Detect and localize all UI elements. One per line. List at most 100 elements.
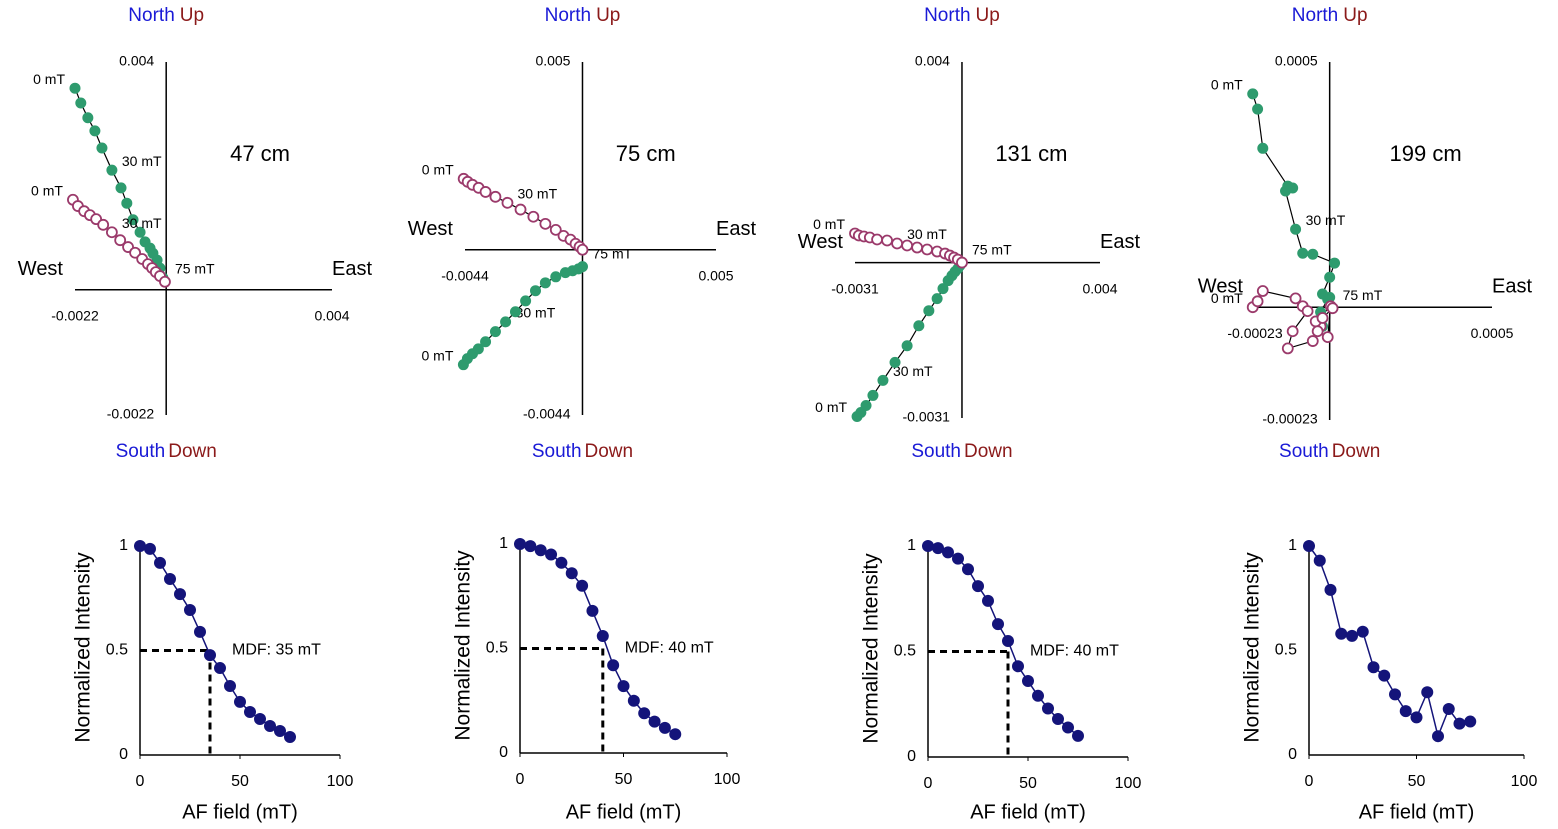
intensity-point — [658, 721, 671, 734]
east-label: East — [332, 258, 372, 280]
north-label: North — [545, 5, 591, 26]
intensity-point — [992, 618, 1004, 631]
step-label: 30 mT — [122, 153, 162, 169]
vertical-point — [549, 223, 562, 236]
intensity-point — [1032, 689, 1044, 702]
intensity-point — [607, 659, 620, 672]
intensity-point — [1022, 675, 1034, 688]
intensity-point — [962, 563, 974, 576]
intensity-point — [1389, 688, 1401, 701]
horizontal-point — [1252, 103, 1264, 115]
horizontal-point — [489, 326, 501, 338]
mdf-label: MDF: 35 mT — [232, 642, 321, 659]
intensity-point — [1367, 661, 1380, 674]
intensity-point — [1324, 583, 1337, 596]
horizontal-point — [1307, 248, 1319, 260]
mdf-label: MDF: 40 mT — [1030, 643, 1119, 660]
x-tick-label: 50 — [1019, 775, 1037, 792]
intensity-point — [952, 552, 964, 565]
horizontal-point — [901, 340, 913, 352]
intensity-point — [254, 713, 266, 726]
intensity-point — [922, 540, 934, 552]
vertical-point — [527, 210, 540, 223]
intensity-point — [648, 715, 661, 728]
horizontal-point — [75, 97, 87, 109]
y-tick-label: 0.005 — [535, 53, 570, 69]
intensity-point — [1062, 721, 1074, 734]
x-tick-label: 100 — [1115, 775, 1142, 792]
y-tick-label: 0.5 — [106, 642, 128, 659]
y-tick-label: 1 — [119, 537, 128, 554]
vertical-point — [514, 203, 527, 216]
intensity-point — [1303, 540, 1315, 552]
step-label: 30 mT — [907, 226, 947, 242]
y-tick-label: 0.0005 — [1275, 53, 1318, 69]
vertical-point — [1251, 295, 1264, 308]
south-label: South — [911, 441, 961, 462]
vertical-point — [1316, 312, 1329, 324]
south-down-label: South Down — [532, 441, 633, 462]
vertical-point — [576, 243, 589, 256]
intensity-point — [154, 556, 166, 569]
y-axis-label: Normalized Intensity — [1241, 552, 1264, 743]
step-label: 75 mT — [175, 260, 215, 276]
horizontal-point — [127, 214, 139, 226]
vertical-point — [489, 190, 502, 203]
intensity-point — [284, 731, 296, 744]
intensity-point — [1335, 627, 1348, 640]
intensity-point — [1346, 629, 1358, 642]
x-tick-label: 0 — [136, 773, 145, 790]
intensity-point — [982, 594, 994, 607]
horizontal-point — [1324, 271, 1336, 283]
intensity-point — [1464, 715, 1477, 728]
y-tick-label: 0.004 — [915, 53, 950, 69]
vertical-point — [921, 243, 934, 256]
vertical-point — [956, 256, 968, 269]
east-label: East — [716, 218, 756, 240]
step-label: 0 mT — [33, 71, 65, 87]
y-tick-label: 0.5 — [486, 640, 508, 657]
step-label: 0 mT — [422, 347, 454, 363]
horizontal-point — [82, 112, 94, 124]
down-label: Down — [964, 441, 1013, 462]
vertical-point — [891, 237, 903, 250]
depth-title: 47 cm — [230, 141, 290, 166]
x-tick-label: 100 — [1511, 773, 1538, 790]
intensity-point — [1421, 686, 1434, 699]
vertical-point — [159, 275, 171, 288]
vertical-point — [1256, 285, 1269, 297]
y-axis-label: Normalized Intensity — [452, 550, 475, 741]
intensity-point — [1453, 717, 1466, 730]
intensity-point — [1012, 660, 1024, 673]
intensity-point — [164, 573, 176, 586]
vertical-point — [871, 233, 883, 246]
vertical-point — [501, 196, 514, 209]
north-label: North — [1292, 5, 1338, 26]
vertical-point — [1321, 331, 1334, 344]
north-label: North — [924, 5, 970, 26]
horizontal-point — [1247, 88, 1259, 100]
horizontal-point — [1329, 257, 1341, 269]
intensity-point — [274, 724, 286, 737]
vertical-point — [105, 226, 118, 239]
south-label: South — [116, 441, 166, 462]
x-tick-label: 0.004 — [314, 307, 349, 323]
up-label: Up — [1343, 5, 1367, 26]
x-tick-label: 50 — [1408, 773, 1426, 790]
vertical-point — [1301, 305, 1314, 318]
south-down-label: South Down — [116, 441, 217, 462]
vertical-point — [97, 218, 110, 231]
horizontal-point — [539, 277, 551, 289]
down-label: Down — [1332, 441, 1381, 462]
intensity-point — [184, 603, 196, 616]
depth-title: 199 cm — [1390, 141, 1462, 166]
y-tick-label: 1 — [907, 537, 916, 554]
x-tick-label: 100 — [327, 773, 354, 790]
intensity-point — [1410, 711, 1423, 724]
intensity-point — [244, 705, 256, 718]
step-label: 0 mT — [813, 216, 845, 232]
intensity-point — [576, 579, 589, 592]
x-tick-label: -0.00023 — [1227, 325, 1282, 341]
south-label: South — [532, 441, 582, 462]
